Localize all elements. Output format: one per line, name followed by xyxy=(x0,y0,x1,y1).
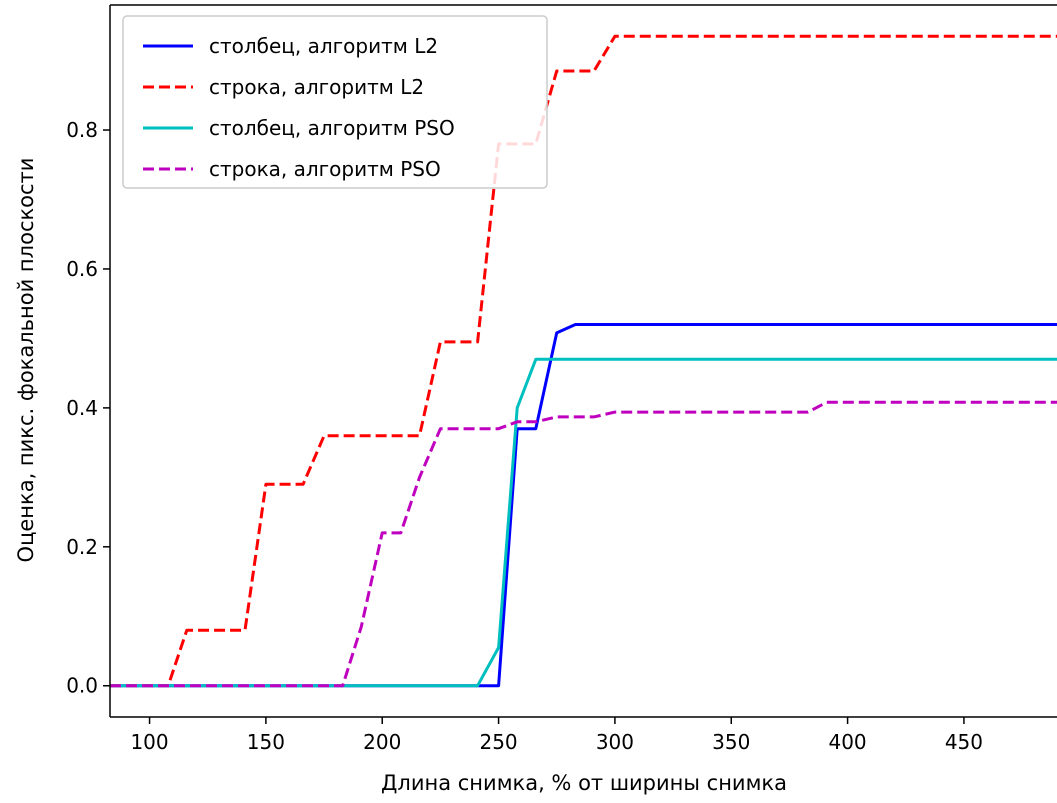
series-line-4 xyxy=(110,400,1057,688)
legend-label-3: столбец, алгоритм PSO xyxy=(209,116,455,140)
x-tick-label: 100 xyxy=(130,730,168,754)
y-tick-label: 0.0 xyxy=(66,674,98,698)
x-tick-label: 250 xyxy=(479,730,517,754)
axes: 100 150 200 250 300 350 400 450 0.0 0.2 0.4 0.6 0.8 xyxy=(66,4,1057,754)
x-tick-label: 350 xyxy=(712,730,750,754)
series-line-2 xyxy=(110,34,1057,688)
y-tick-label: 0.6 xyxy=(66,257,98,281)
x-tick-label: 400 xyxy=(828,730,866,754)
legend-label-2: строка, алгоритм L2 xyxy=(209,75,424,99)
legend-label-1: столбец, алгоритм L2 xyxy=(209,34,438,58)
y-axis-label: Оценка, пикс. фокальной плоскости xyxy=(14,158,38,563)
y-tick-label: 0.2 xyxy=(66,535,98,559)
legend-box xyxy=(122,15,548,189)
x-tick-label: 300 xyxy=(596,730,634,754)
x-tick-label: 150 xyxy=(247,730,285,754)
x-tick-label: 200 xyxy=(363,730,401,754)
series-lines xyxy=(110,34,1057,688)
legend-label-4: строка, алгоритм PSO xyxy=(209,157,441,181)
x-tick-label: 450 xyxy=(945,730,983,754)
legend: столбец, алгоритм L2 строка, алгоритм L2 с… xyxy=(122,15,548,189)
series-line-1 xyxy=(110,323,1057,688)
y-tick-label: 0.4 xyxy=(66,396,98,420)
series-line-3 xyxy=(110,357,1057,688)
x-axis-label: Длина снимка, % от ширины снимка xyxy=(381,771,787,795)
y-tick-label: 0.8 xyxy=(66,118,98,142)
